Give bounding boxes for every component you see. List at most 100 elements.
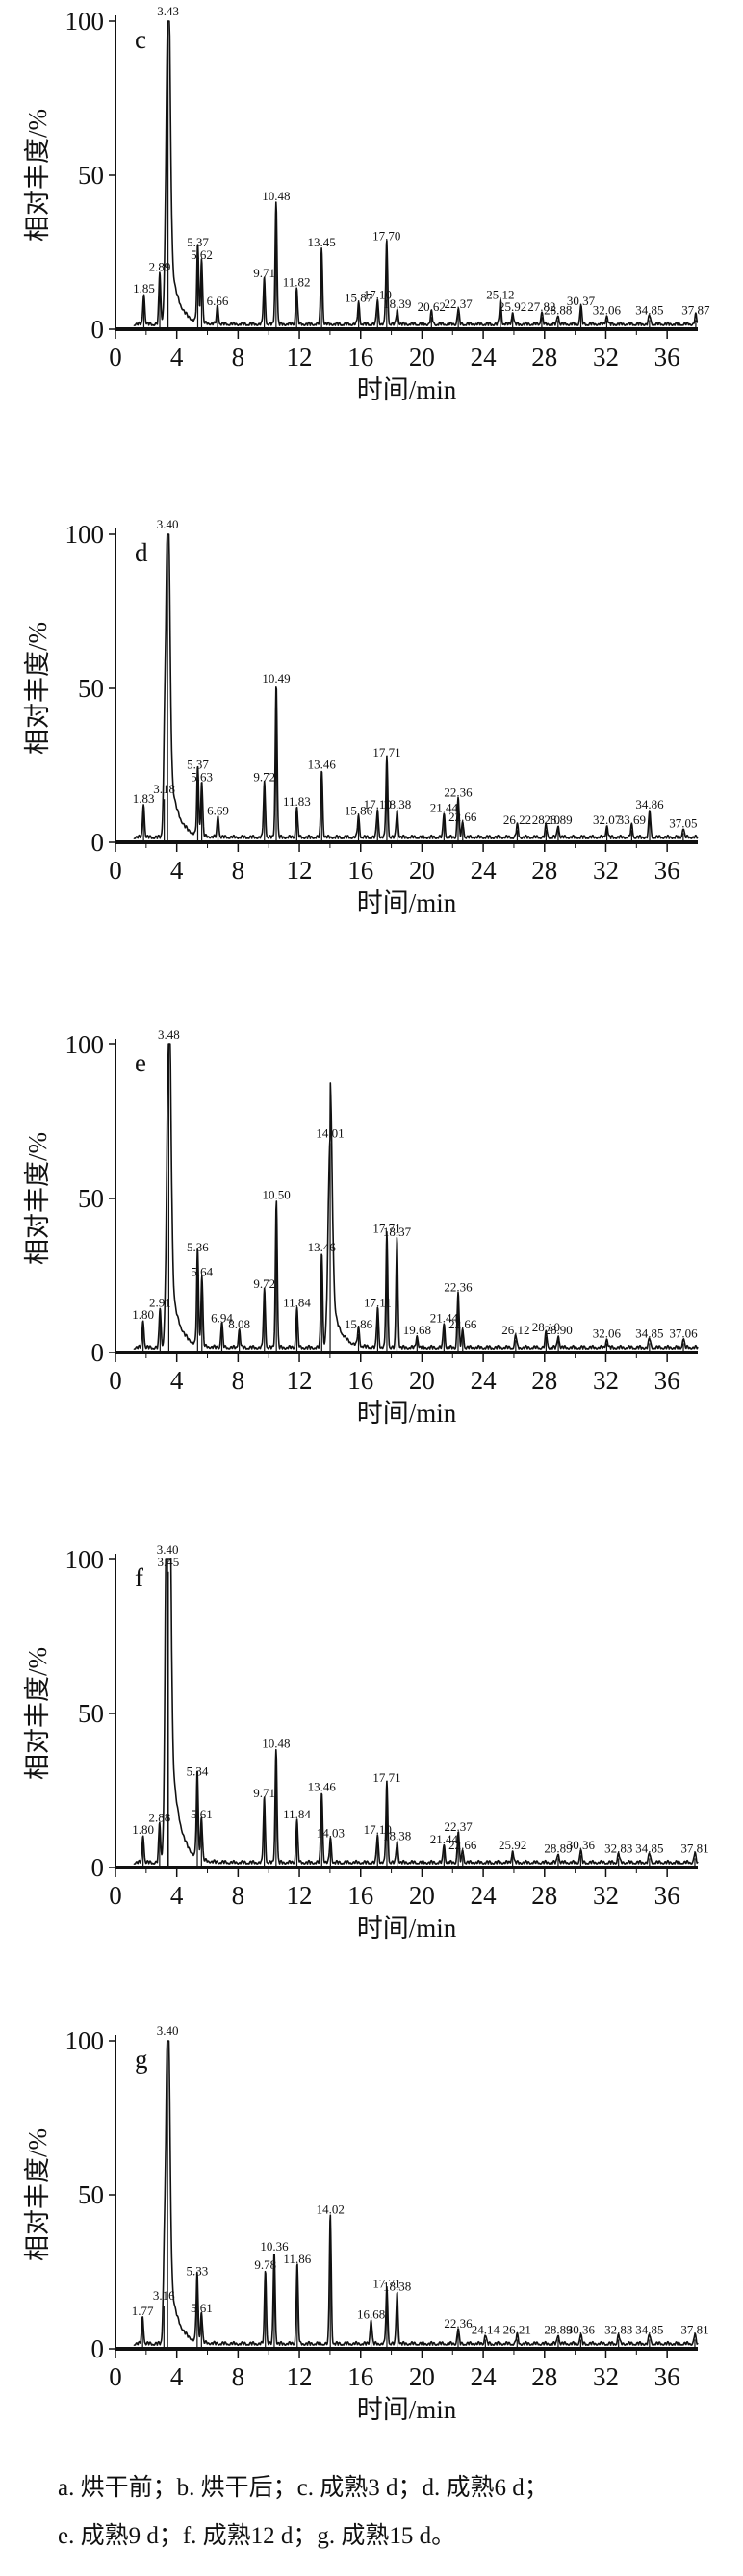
peak-label: 37.87 (681, 302, 710, 317)
peak-label: 34.85 (635, 1326, 663, 1340)
x-tick-label: 12 (287, 856, 313, 885)
x-tick-label: 32 (593, 1881, 619, 1910)
peak-label: 16.68 (357, 2306, 385, 2321)
peak-label: 21.44 (430, 800, 459, 814)
x-tick-label: 36 (654, 1366, 680, 1395)
x-tick-label: 20 (409, 1881, 435, 1910)
peak-label: 2.88 (148, 1810, 170, 1824)
peak-label: 22.66 (448, 1838, 477, 1852)
peak-label: 19.68 (403, 1323, 431, 1337)
x-tick-label: 0 (109, 856, 122, 885)
peak-label: 21.44 (430, 1832, 459, 1846)
peak-label: 28.10 (532, 1320, 560, 1334)
peak-label: 5.33 (186, 2264, 208, 2279)
x-tick-label: 32 (593, 856, 619, 885)
peak-label: 2.91 (149, 1295, 171, 1309)
peak-label: 22.36 (444, 785, 473, 799)
y-tick-label: 0 (91, 2334, 105, 2363)
x-tick-label: 16 (347, 2362, 373, 2391)
x-axis-title: 时间/min (357, 375, 457, 404)
x-tick-label: 16 (347, 343, 373, 372)
y-axis-title: 相对丰度/% (23, 622, 52, 755)
x-tick-label: 20 (409, 856, 435, 885)
peak-label: 22.37 (445, 296, 474, 311)
x-tick-label: 4 (170, 856, 184, 885)
peak-label: 9.72 (253, 1276, 275, 1291)
peak-label: 9.71 (253, 266, 275, 280)
peak-label: 8.08 (228, 1317, 250, 1331)
peak-label: 18.38 (383, 1829, 411, 1843)
x-tick-label: 24 (471, 343, 498, 372)
x-tick-label: 16 (347, 1366, 373, 1395)
peak-label: 10.48 (262, 189, 290, 203)
peak-label: 3.40 (157, 1542, 179, 1557)
peak-label: 24.14 (472, 2322, 500, 2336)
peak-label: 18.38 (383, 2280, 411, 2294)
peak-label: 10.50 (263, 1187, 291, 1201)
x-tick-label: 24 (471, 1366, 498, 1395)
peak-label: 34.85 (635, 1841, 663, 1855)
peak-label: 14.02 (317, 2202, 345, 2217)
chromatogram-trace (133, 2040, 699, 2346)
peak-label: 17.71 (372, 1222, 400, 1236)
x-tick-label: 36 (654, 856, 680, 885)
peak-label: 28.90 (544, 1323, 572, 1337)
x-tick-label: 28 (531, 2362, 557, 2391)
peak-label: 30.36 (567, 2322, 596, 2336)
peak-label: 18.37 (383, 1224, 412, 1239)
peak-label: 33.69 (618, 812, 646, 827)
x-tick-label: 12 (287, 1366, 313, 1395)
peak-label: 3.45 (158, 1555, 180, 1569)
panel-letter: d (135, 538, 148, 567)
peak-label: 17.11 (364, 1295, 392, 1309)
x-tick-label: 12 (287, 1881, 313, 1910)
chart-panel-c: 0 50 100 0 4 8 12 16 20 24 28 32 36 相对丰度/% 时间/min c 1.85… (23, 4, 710, 404)
peak-label: 11.86 (283, 2252, 311, 2266)
peak-label: 28.10 (532, 812, 560, 827)
x-axis-title: 时间/min (357, 2395, 457, 2424)
peak-label: 25.92 (499, 1838, 526, 1852)
peak-label: 17.10 (364, 287, 392, 301)
y-axis-title: 相对丰度/% (23, 1132, 52, 1265)
x-tick-label: 0 (109, 2362, 122, 2391)
peak-label: 1.77 (132, 2304, 154, 2318)
y-tick-label: 0 (91, 315, 105, 344)
peak-label: 9.78 (254, 2257, 276, 2272)
chart-panel-g: 0 50 100 0 4 8 12 16 20 24 28 32 36 相对丰度/% 时间/min g 1.77… (23, 2023, 709, 2424)
x-axis-title: 时间/min (357, 889, 457, 917)
x-tick-label: 20 (409, 1366, 435, 1395)
chromatogram-trace (133, 1043, 699, 1350)
peak-label: 13.46 (308, 758, 337, 772)
peak-label: 28.88 (544, 302, 572, 317)
peak-label: 37.06 (669, 1326, 698, 1340)
peak-label: 9.72 (253, 769, 275, 784)
x-tick-label: 8 (232, 2362, 245, 2391)
peak-label: 5.34 (187, 1764, 209, 1778)
y-tick-label: 50 (78, 1184, 104, 1213)
y-tick-label: 50 (78, 674, 104, 703)
y-axis-title: 相对丰度/% (23, 2128, 52, 2261)
y-axis-title: 相对丰度/% (23, 1647, 52, 1780)
peak-label: 5.63 (191, 769, 213, 784)
x-tick-label: 28 (531, 856, 557, 885)
chromatogram-trace (133, 1558, 699, 1865)
peak-label: 32.07 (593, 812, 622, 827)
peak-label: 15.86 (345, 804, 373, 818)
panel-letter: g (135, 2045, 148, 2074)
panel-letter: c (135, 25, 146, 54)
peak-label: 37.81 (680, 1841, 708, 1855)
x-tick-label: 24 (471, 856, 498, 885)
x-tick-label: 0 (109, 1366, 122, 1395)
peak-label: 1.80 (132, 1822, 154, 1837)
peak-label: 9.71 (253, 1786, 275, 1800)
x-tick-label: 28 (531, 343, 557, 372)
x-tick-label: 20 (409, 2362, 435, 2391)
y-tick-label: 100 (65, 1545, 105, 1574)
peak-label: 6.69 (207, 804, 229, 818)
x-tick-label: 16 (347, 1881, 373, 1910)
peak-label: 5.64 (191, 1264, 213, 1278)
chart-panel-f: 0 50 100 0 4 8 12 16 20 24 28 32 36 相对丰度/% 时间/min f 1.80… (23, 1542, 709, 1943)
peak-label: 11.84 (283, 1807, 311, 1821)
peak-label: 26.22 (503, 812, 531, 827)
peak-label: 32.83 (604, 1841, 632, 1855)
